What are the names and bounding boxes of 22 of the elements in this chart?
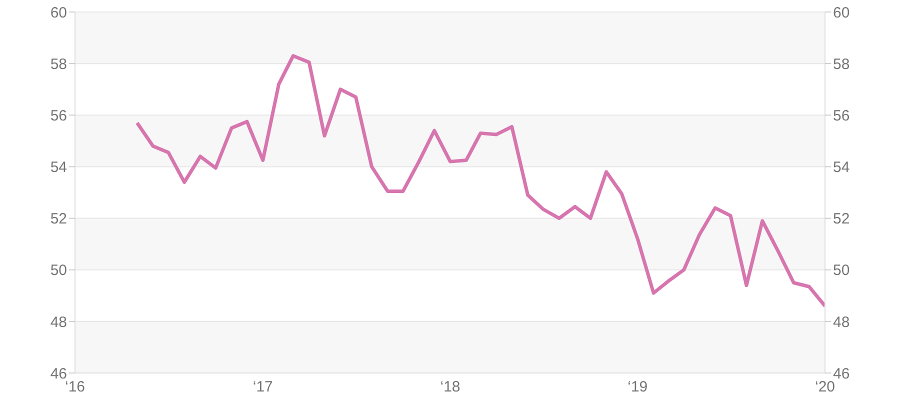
y-tick-label: 52 — [50, 210, 67, 228]
y-tick-label: 58 — [50, 56, 67, 73]
y2-tick-label: 60 — [833, 4, 850, 22]
y-tick-label: 48 — [50, 314, 67, 331]
y2-tick-label: 48 — [833, 314, 850, 331]
x-tick-label: ‘18 — [440, 378, 460, 396]
y2-tick-label: 54 — [833, 159, 850, 176]
y2-tick-label: 58 — [833, 56, 850, 73]
x-tick-label: ‘16 — [64, 378, 86, 396]
y2-tick-label: 50 — [833, 262, 850, 280]
y-tick-label: 60 — [50, 4, 67, 22]
y2-tick-label: 52 — [833, 210, 850, 228]
y-tick-label: 56 — [50, 107, 67, 124]
y2-tick-label: 46 — [833, 365, 850, 382]
x-tick-label: ‘20 — [814, 378, 836, 396]
y-tick-label: 46 — [50, 365, 67, 382]
y2-tick-label: 56 — [833, 107, 850, 124]
y-tick-label: 54 — [50, 159, 67, 176]
y-tick-label: 50 — [50, 262, 67, 280]
x-tick-label: ‘19 — [628, 378, 648, 396]
x-tick-label: ‘17 — [252, 378, 273, 396]
line-series — [135, 54, 825, 308]
